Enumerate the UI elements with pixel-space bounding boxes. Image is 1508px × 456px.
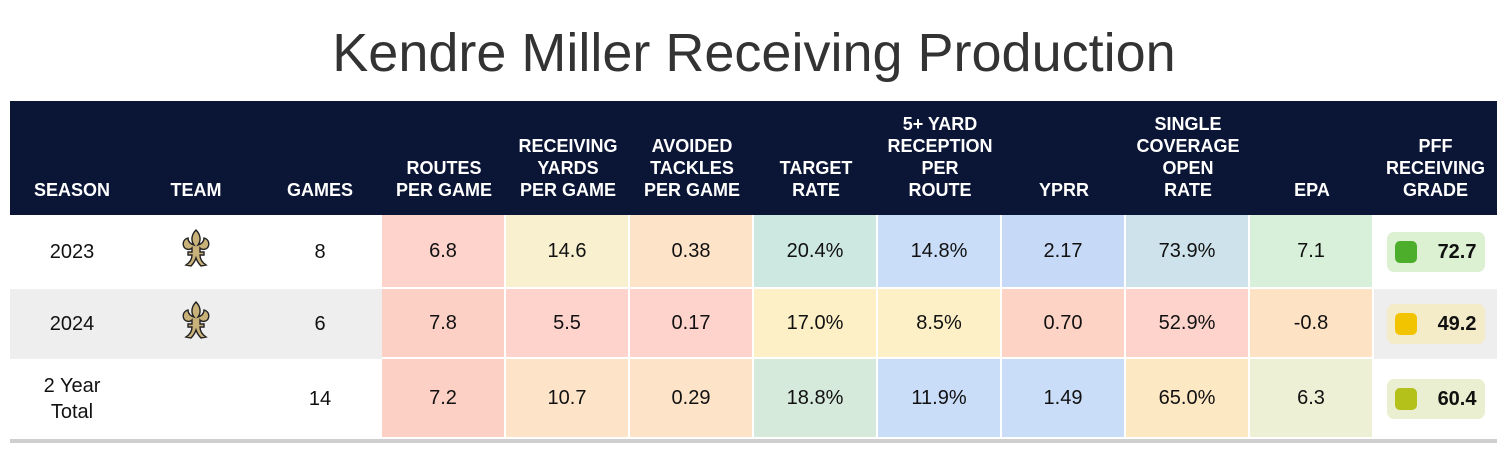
cell-epa: 6.3	[1250, 359, 1374, 439]
header-yprr: YPRR	[1038, 180, 1089, 200]
grade-value: 49.2	[1437, 312, 1477, 335]
cell-fiveyd: 8.5%	[878, 289, 1002, 359]
cell-grade: 49.2	[1374, 289, 1497, 359]
header-recyds: RECEIVING YARDS PER GAME	[518, 136, 618, 200]
stats-table: SEASON TEAM GAMES ROUTES PER GAME RECEIVING …	[10, 101, 1497, 443]
cell-yprr: 0.70	[1002, 289, 1126, 359]
cell-fiveyd: 14.8%	[878, 215, 1002, 289]
grade-color-square	[1394, 388, 1417, 410]
cell-yprr: 1.49	[1002, 359, 1126, 439]
cell-target: 20.4%	[754, 215, 878, 289]
cell-single: 52.9%	[1126, 289, 1250, 359]
cell-single: 65.0%	[1126, 359, 1250, 439]
cell-single: 73.9%	[1126, 215, 1250, 289]
cell-epa: 7.1	[1250, 215, 1374, 289]
cell-fiveyd: 11.9%	[878, 359, 1002, 439]
cell-recyds: 14.6	[506, 215, 630, 289]
header-avoided: AVOIDED TACKLES PER GAME	[643, 136, 740, 200]
cell-recyds: 5.5	[506, 289, 630, 359]
cell-season: 2024	[49, 313, 95, 335]
header-single: SINGLE COVERAGE OPEN RATE	[1136, 114, 1240, 200]
header-fiveyd: 5+ YARD RECEPTION PER ROUTE	[887, 114, 993, 200]
grade-value: 72.7	[1437, 240, 1477, 263]
cell-games: 14	[308, 387, 332, 410]
cell-routes: 7.8	[382, 289, 506, 359]
header-epa: EPA	[1294, 180, 1330, 200]
cell-avoided: 0.17	[630, 289, 754, 359]
cell-yprr: 2.17	[1002, 215, 1126, 289]
cell-team	[134, 289, 258, 359]
cell-routes: 7.2	[382, 359, 506, 439]
header-routes: ROUTES PER GAME	[395, 158, 492, 200]
cell-season: 2 Year Total	[43, 375, 101, 423]
cell-grade: 60.4	[1374, 359, 1497, 439]
table-row: 2 Year Total 14 7.2 10.7 0.29 18.8% 11.9% 1.49 6…	[10, 359, 1497, 439]
table-header: SEASON TEAM GAMES ROUTES PER GAME RECEIVING …	[10, 101, 1497, 215]
grade-badge: 49.2	[1386, 304, 1485, 344]
fleur-de-lis-icon	[179, 300, 213, 348]
fleur-de-lis-icon	[179, 228, 213, 276]
cell-target: 18.8%	[754, 359, 878, 439]
cell-grade: 72.7	[1374, 215, 1497, 289]
cell-avoided: 0.29	[630, 359, 754, 439]
cell-season: 2023	[49, 241, 95, 263]
cell-target: 17.0%	[754, 289, 878, 359]
cell-avoided: 0.38	[630, 215, 754, 289]
grade-value: 60.4	[1437, 387, 1477, 410]
cell-recyds: 10.7	[506, 359, 630, 439]
cell-team	[134, 359, 258, 439]
header-target: TARGET RATE	[779, 158, 853, 200]
grade-badge: 72.7	[1386, 232, 1485, 272]
header-games: GAMES	[286, 180, 353, 200]
cell-team	[134, 215, 258, 289]
grade-color-square	[1394, 241, 1417, 263]
header-team: TEAM	[170, 180, 222, 200]
cell-routes: 6.8	[382, 215, 506, 289]
table-row: 2023 8 6.8 14.6 0.38 20.4% 14.8% 2.17 73.9% 7.1 72…	[10, 215, 1497, 289]
page-title: Kendre Miller Receiving Production	[332, 23, 1176, 83]
header-season: SEASON	[33, 180, 111, 200]
grade-badge: 60.4	[1386, 379, 1485, 419]
table-row: 2024 6 7.8 5.5 0.17 17.0% 8.5% 0.70 52.9% -0.8 49.…	[10, 289, 1497, 359]
table-bottom-border	[10, 439, 1497, 443]
cell-games: 6	[314, 312, 326, 335]
grade-color-square	[1394, 313, 1417, 335]
header-grade: PFF RECEIVING GRADE	[1385, 136, 1486, 200]
table-body: 2023 8 6.8 14.6 0.38 20.4% 14.8% 2.17 73.9% 7.1 72…	[10, 215, 1497, 439]
cell-epa: -0.8	[1250, 289, 1374, 359]
cell-games: 8	[314, 240, 326, 263]
